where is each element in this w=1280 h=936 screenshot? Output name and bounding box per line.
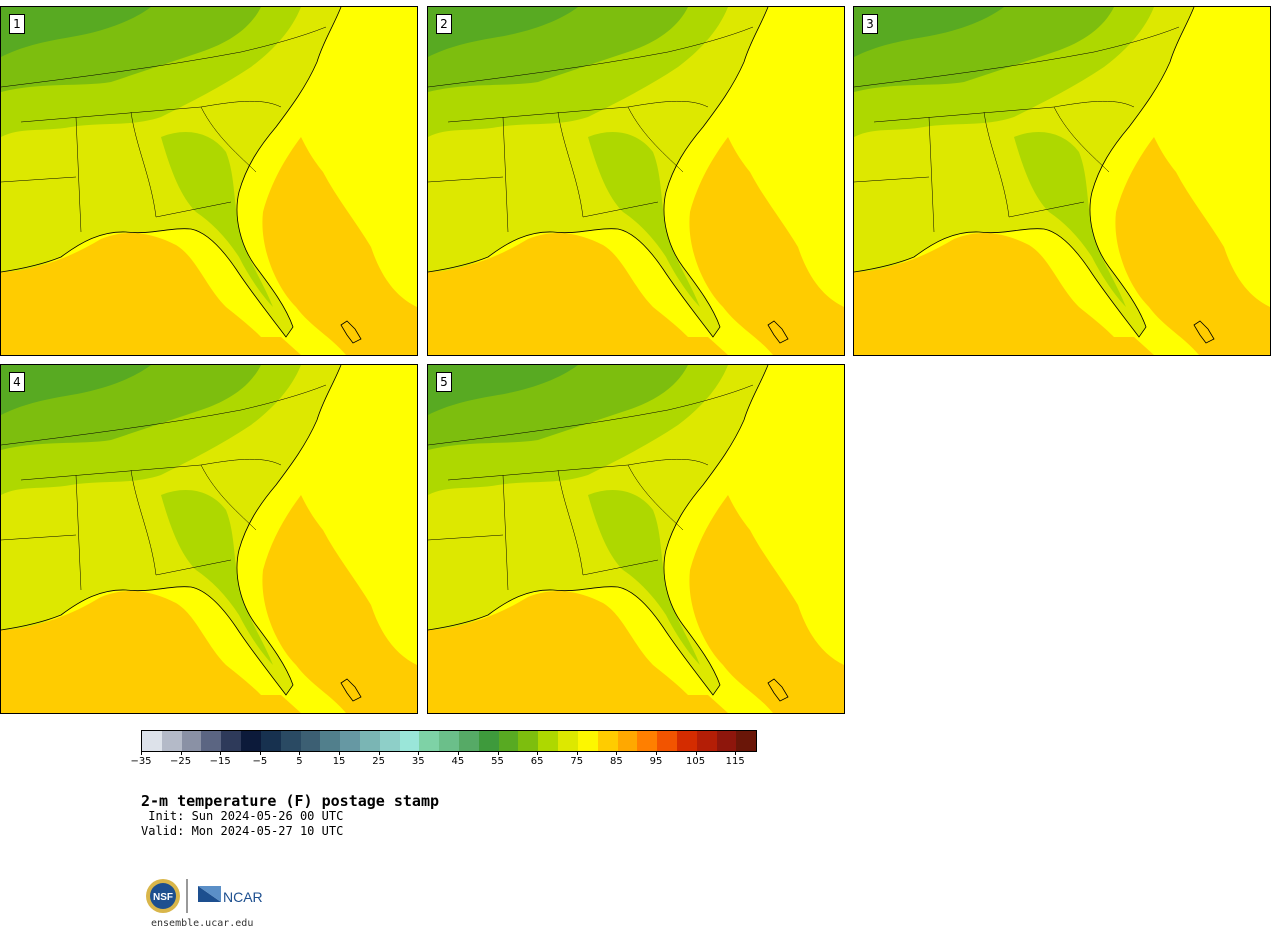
colorbar-tick-15 <box>735 751 737 755</box>
colorbar-swatch-5 <box>241 731 261 751</box>
colorbar-swatch-13 <box>399 731 420 751</box>
colorbar-tick-13 <box>655 751 657 755</box>
colorbar-tick-2 <box>220 751 222 755</box>
ncar-logo: NCAR <box>198 886 263 905</box>
colorbar-swatch-1 <box>161 731 182 751</box>
colorbar-swatch-9 <box>320 731 341 751</box>
colorbar-swatch-8 <box>300 731 321 751</box>
colorbar-swatch-25 <box>637 731 658 751</box>
colorbar-swatch-28 <box>696 731 717 751</box>
member-number-4: 4 <box>9 372 25 392</box>
colorbar-swatch-4 <box>221 731 242 751</box>
colorbar-swatch-6 <box>260 731 281 751</box>
colorbar-swatch-26 <box>657 731 677 751</box>
colorbar-swatch-0 <box>142 731 162 751</box>
colorbar-swatch-17 <box>478 731 499 751</box>
ensemble-member-panel-4: 4 <box>0 364 418 714</box>
colorbar-tick-3 <box>259 751 261 755</box>
temperature-map-5 <box>428 365 844 713</box>
colorbar-tick-label-1: −25 <box>170 756 192 767</box>
colorbar-tick-11 <box>576 751 578 755</box>
colorbar-tick-label-15: 115 <box>725 756 745 767</box>
ncar-logo-text: NCAR <box>223 889 263 905</box>
nsf-logo: NSF <box>146 879 180 913</box>
colorbar-swatch-23 <box>597 731 618 751</box>
colorbar-swatch-16 <box>459 731 479 751</box>
colorbar-tick-label-10: 65 <box>530 756 544 767</box>
colorbar-tick-label-5: 15 <box>332 756 346 767</box>
colorbar-tick-label-14: 105 <box>686 756 706 767</box>
plot-title: 2-m temperature (F) postage stamp <box>141 792 440 810</box>
temperature-map-2 <box>428 7 844 355</box>
temperature-map-3 <box>854 7 1270 355</box>
valid-time: Valid: Mon 2024-05-27 10 UTC <box>141 824 344 838</box>
temperature-map-1 <box>1 7 417 355</box>
colorbar-tick-label-7: 35 <box>411 756 425 767</box>
colorbar-tick-1 <box>180 751 182 755</box>
ensemble-member-panel-1: 1 <box>0 6 418 356</box>
colorbar-swatch-14 <box>419 731 440 751</box>
colorbar-tick-8 <box>457 751 459 755</box>
member-number-1: 1 <box>9 14 25 34</box>
ensemble-member-panel-2: 2 <box>427 6 845 356</box>
colorbar-tick-label-0: −35 <box>130 756 152 767</box>
colorbar-tick-6 <box>378 751 380 755</box>
colorbar-swatch-20 <box>538 731 559 751</box>
temperature-map-4 <box>1 365 417 713</box>
colorbar-swatch-11 <box>359 731 380 751</box>
member-number-2: 2 <box>436 14 452 34</box>
colorbar-swatch-15 <box>439 731 459 751</box>
member-number-5: 5 <box>436 372 452 392</box>
colorbar-tick-label-8: 45 <box>451 756 465 767</box>
colorbar-swatch-24 <box>617 731 638 751</box>
ensemble-member-panel-3: 3 <box>853 6 1271 356</box>
colorbar-swatch-30 <box>736 731 757 751</box>
colorbar-tick-label-4: 5 <box>296 756 303 767</box>
ensemble-member-panel-5: 5 <box>427 364 845 714</box>
colorbar-tick-4 <box>299 751 301 755</box>
colorbar-tick-7 <box>418 751 420 755</box>
colorbar-swatch-19 <box>518 731 539 751</box>
colorbar-tick-label-12: 85 <box>609 756 623 767</box>
colorbar-swatch-27 <box>676 731 697 751</box>
colorbar-swatch-29 <box>716 731 737 751</box>
member-number-3: 3 <box>862 14 878 34</box>
colorbar-tick-0 <box>141 751 142 755</box>
colorbar-tick-14 <box>695 751 697 755</box>
colorbar-tick-5 <box>339 751 341 755</box>
colorbar-tick-label-13: 95 <box>649 756 663 767</box>
logos: NSF NCAR <box>146 879 263 913</box>
colorbar-tick-label-2: −15 <box>209 756 231 767</box>
colorbar-swatch-7 <box>280 731 301 751</box>
colorbar-tick-label-9: 55 <box>491 756 504 767</box>
colorbar-tick-9 <box>497 751 499 755</box>
colorbar-tick-label-6: 25 <box>372 756 386 767</box>
colorbar-swatch-12 <box>379 731 400 751</box>
colorbar-ticks: −35 −25 −15 −5 5 15 25 35 45 55 65 75 85 95 105 115 <box>130 751 757 771</box>
colorbar-swatch-22 <box>577 731 598 751</box>
colorbar-tick-label-11: 75 <box>570 756 584 767</box>
temperature-colorbar <box>141 730 757 752</box>
colorbar-tick-label-3: −5 <box>252 756 268 767</box>
init-time: Init: Sun 2024-05-26 00 UTC <box>141 809 344 823</box>
colorbar-swatch-18 <box>498 731 519 751</box>
nsf-logo-text: NSF <box>153 892 173 903</box>
colorbar-swatch-21 <box>558 731 578 751</box>
colorbar-swatch-2 <box>181 731 202 751</box>
colorbar-swatch-10 <box>340 731 360 751</box>
site-url: ensemble.ucar.edu <box>151 918 254 929</box>
colorbar-swatch-3 <box>201 731 222 751</box>
colorbar-tick-12 <box>616 751 618 755</box>
colorbar-tick-10 <box>537 751 539 755</box>
